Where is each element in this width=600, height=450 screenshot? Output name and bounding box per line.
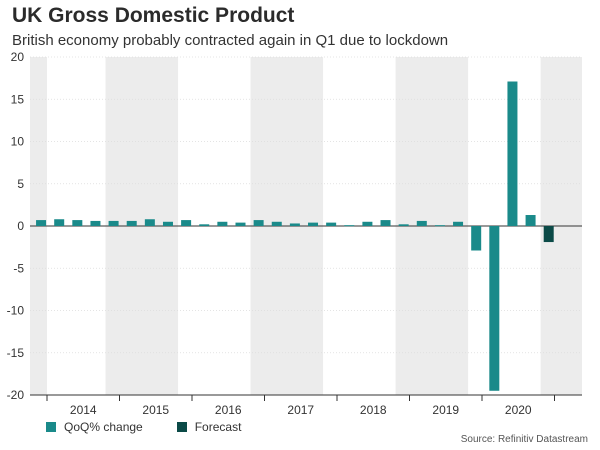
bar-qoq: [507, 81, 518, 226]
bar-qoq: [416, 220, 427, 226]
bar-qoq: [126, 220, 137, 226]
legend: QoQ% change Forecast: [46, 420, 241, 434]
bar-qoq: [72, 220, 83, 226]
y-tick-label: 15: [11, 92, 25, 106]
legend-swatch-forecast: [176, 422, 187, 432]
bar-qoq: [108, 220, 119, 226]
x-tick-label: 2014: [70, 403, 97, 417]
bar-qoq: [90, 220, 101, 226]
y-tick-label: 20: [11, 50, 25, 64]
bar-qoq: [162, 221, 173, 226]
y-tick-label: 5: [17, 177, 24, 191]
bar-forecast: [543, 226, 554, 243]
legend-label-forecast: Forecast: [194, 420, 242, 434]
x-tick-label: 2016: [215, 403, 242, 417]
bar-qoq: [398, 224, 409, 226]
bar-qoq: [434, 225, 445, 227]
y-tick-label: -5: [13, 261, 24, 275]
legend-swatch-qoq: [46, 422, 56, 432]
bar-qoq: [308, 222, 319, 226]
bar-qoq: [453, 221, 464, 226]
chart-title: UK Gross Domestic Product: [12, 4, 295, 27]
bar-qoq: [271, 221, 282, 226]
bar-qoq: [144, 219, 155, 226]
bar-qoq: [253, 220, 264, 226]
x-tick-label: 2018: [360, 403, 387, 417]
bar-qoq: [289, 223, 300, 226]
x-tick-label: 2020: [505, 403, 532, 417]
bar-qoq: [471, 226, 482, 251]
y-tick-label: 0: [17, 219, 24, 233]
bar-qoq: [181, 220, 192, 226]
bar-qoq: [217, 221, 228, 226]
bar-qoq: [36, 220, 47, 226]
y-tick-label: -15: [7, 346, 25, 360]
bar-qoq: [344, 225, 355, 227]
bar-qoq: [380, 220, 391, 226]
legend-label-qoq: QoQ% change: [64, 420, 143, 434]
source-note: Source: Refinitiv Datastream: [460, 434, 588, 445]
bar-qoq: [489, 226, 500, 391]
bar-qoq: [199, 224, 210, 226]
y-tick-label: 10: [11, 135, 25, 149]
x-tick-label: 2019: [432, 403, 459, 417]
bar-qoq: [235, 222, 246, 226]
chart-subtitle: British economy probably contracted agai…: [12, 32, 449, 49]
x-tick-label: 2017: [287, 403, 314, 417]
bar-qoq: [525, 215, 536, 226]
y-tick-label: -10: [7, 304, 25, 318]
bar-qoq: [326, 222, 337, 226]
x-tick-label: 2015: [142, 403, 169, 417]
bar-qoq: [362, 221, 373, 226]
y-tick-label: -20: [7, 388, 25, 402]
bar-qoq: [54, 219, 65, 226]
